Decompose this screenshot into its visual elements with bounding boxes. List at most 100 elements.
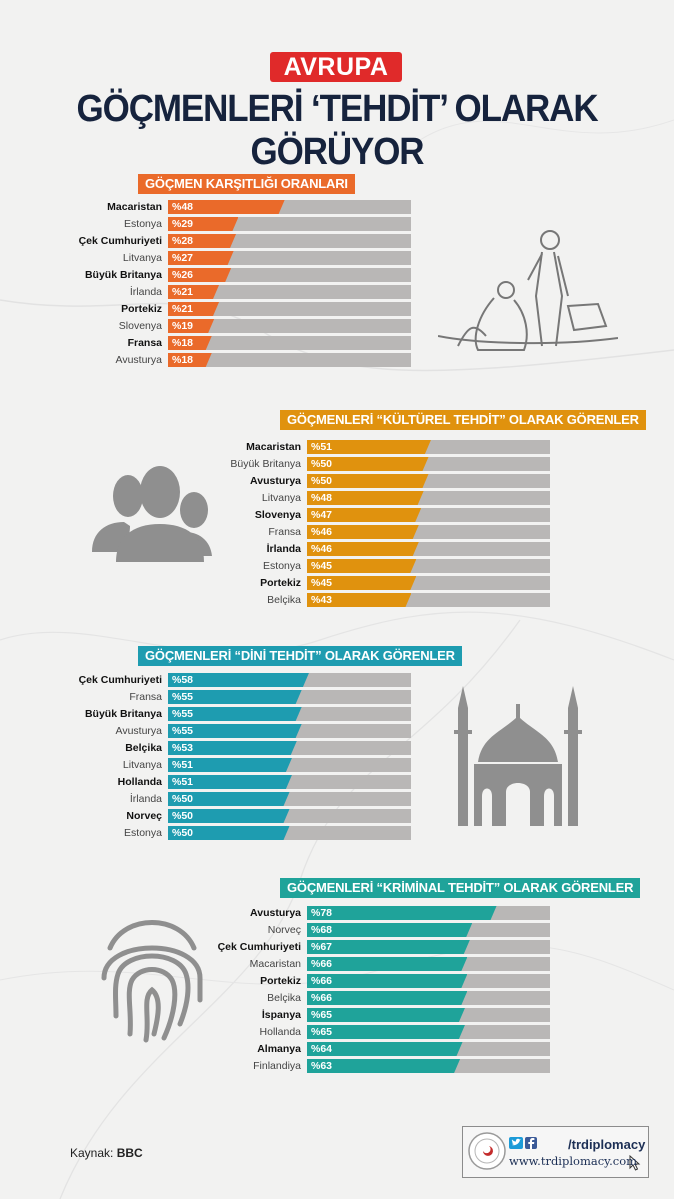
tick-label: Finlandiya [253, 1060, 301, 1072]
bar-row: Büyük Britanya %50 [230, 457, 550, 471]
tick-label: Fransa [268, 526, 301, 538]
bar [168, 353, 212, 367]
bar-track [168, 353, 411, 367]
data-label: %58 [172, 674, 194, 686]
bar-row: Belçika %53 [125, 741, 411, 755]
source-note: Kaynak: BBC [70, 1146, 143, 1160]
data-label: %50 [172, 810, 194, 822]
bar [168, 285, 219, 299]
bar [307, 474, 429, 488]
bar [307, 491, 424, 505]
bar-row: Büyük Britanya %55 [85, 707, 411, 721]
fingerprint-icon [101, 920, 203, 1043]
data-label: %53 [172, 742, 194, 754]
bar-row: Norveç %68 [268, 923, 550, 937]
data-label: %26 [172, 269, 194, 281]
tick-label: Portekiz [260, 975, 301, 987]
bar [168, 673, 309, 687]
trdiplomacy-logo [468, 1132, 506, 1170]
bar-row: İrlanda %50 [130, 792, 411, 806]
bar [307, 576, 416, 590]
bar-row: Çek Cumhuriyeti %58 [79, 673, 411, 687]
bar [307, 508, 421, 522]
bar [168, 792, 290, 806]
data-label: %18 [172, 354, 194, 366]
tick-label: Hollanda [117, 776, 162, 788]
migrant-family-icon [438, 230, 618, 351]
bar-track [168, 319, 411, 333]
tick-label: Belçika [267, 594, 301, 606]
bar-row: Portekiz %66 [260, 974, 550, 988]
tick-label: Litvanya [261, 492, 301, 504]
data-label: %46 [311, 526, 333, 538]
facebook-icon[interactable] [525, 1137, 537, 1149]
tick-label: Büyük Britanya [84, 269, 162, 281]
tick-label: Slovenya [118, 320, 162, 332]
bar [307, 974, 467, 988]
bar [307, 593, 411, 607]
data-label: %66 [311, 975, 333, 987]
data-label: %55 [172, 691, 194, 703]
data-label: %45 [311, 560, 333, 572]
bar [168, 826, 290, 840]
data-label: %51 [172, 759, 194, 771]
tick-label: İrlanda [129, 793, 162, 805]
bar-row: Belçika %66 [267, 991, 550, 1005]
bar-row: Finlandiya %63 [253, 1059, 550, 1073]
tick-label: Norveç [267, 924, 301, 936]
tick-label: Avusturya [250, 907, 301, 919]
bar-row: Slovenya %19 [119, 319, 411, 333]
data-label: %21 [172, 286, 194, 298]
tick-label: Estonya [124, 827, 162, 839]
twitter-icon[interactable] [509, 1137, 523, 1149]
data-label: %66 [311, 992, 333, 1004]
data-label: %48 [311, 492, 333, 504]
bar-row: Almanya %64 [257, 1042, 550, 1056]
bar [168, 319, 214, 333]
tick-label: Fransa [129, 691, 162, 703]
tick-label: Fransa [127, 337, 162, 349]
tick-label: Litvanya [122, 759, 162, 771]
data-label: %50 [172, 793, 194, 805]
bar-row: Fransa %18 [128, 336, 411, 350]
source-label: Kaynak: [70, 1146, 114, 1160]
bar-row: Çek Cumhuriyeti %67 [218, 940, 550, 954]
bar [168, 741, 297, 755]
source-value: BBC [116, 1146, 143, 1160]
tick-label: Slovenya [254, 509, 301, 521]
data-label: %65 [311, 1009, 333, 1021]
tick-label: Estonya [124, 218, 162, 230]
data-label: %27 [172, 252, 194, 264]
bar-row: Hollanda %51 [118, 775, 411, 789]
bar-row: İspanya %65 [262, 1008, 550, 1022]
tick-label: Çek Cumhuriyeti [217, 941, 301, 953]
chart-title-religious-threat: GÖÇMENLERİ “DİNİ TEHDİT” OLARAK GÖRENLER [138, 646, 462, 666]
bar-row: Norveç %50 [126, 809, 411, 823]
data-label: %64 [311, 1043, 333, 1055]
bar [168, 302, 219, 316]
data-label: %50 [311, 475, 333, 487]
tick-label: Litvanya [122, 252, 162, 264]
website-link[interactable]: www.trdiplomacy.com [509, 1154, 638, 1168]
tick-label: Avusturya [115, 725, 163, 737]
bar [307, 906, 497, 920]
bar-row: Avusturya %18 [116, 353, 411, 367]
tick-label: Portekiz [260, 577, 301, 589]
data-label: %29 [172, 218, 194, 230]
data-label: %51 [172, 776, 194, 788]
bar-row: Estonya %29 [124, 217, 411, 231]
bar-track [168, 285, 411, 299]
data-label: %67 [311, 941, 333, 953]
bar [307, 940, 470, 954]
bar-row: İrlanda %21 [130, 285, 411, 299]
data-label: %68 [311, 924, 333, 936]
tick-label: Çek Cumhuriyeti [78, 674, 162, 686]
data-label: %55 [172, 708, 194, 720]
data-label: %47 [311, 509, 333, 521]
bar [168, 200, 285, 214]
bar-row: Portekiz %21 [121, 302, 411, 316]
social-handle[interactable]: /trdiplomacy [568, 1137, 646, 1152]
data-label: %55 [172, 725, 194, 737]
people-group-icon [92, 466, 212, 562]
bar-row: Litvanya %48 [262, 491, 550, 505]
